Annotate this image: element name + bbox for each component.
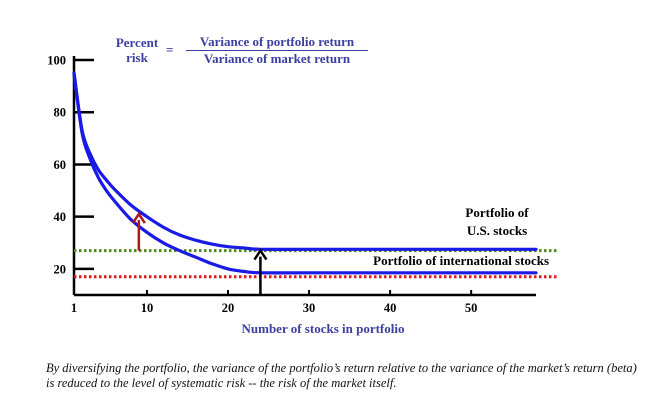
formula-fraction: Variance of portfolio return Variance of…: [186, 34, 368, 66]
x-tick-label: 20: [222, 301, 235, 315]
caption: By diversifying the portfolio, the varia…: [46, 361, 637, 390]
us-stocks-curve: [72, 71, 538, 251]
formula-lhs: Percent risk: [112, 35, 162, 65]
x-tick-label: 30: [303, 301, 316, 315]
formula-equals: =: [166, 42, 174, 57]
x-axis-label: Number of stocks in portfolio: [242, 321, 405, 336]
international-stocks-label: Portfolio of international stocks: [373, 253, 549, 268]
formula-lhs-line2: risk: [126, 50, 148, 65]
x-tick-label: 50: [465, 301, 478, 315]
arrows: [131, 211, 268, 295]
y-tick-label: 80: [54, 106, 67, 120]
formula-numerator: Variance of portfolio return: [186, 34, 368, 51]
axes: 20 40 60 80 100 1 10 20 30 40 50 Number of stocks i…: [47, 54, 536, 336]
x-tick-label: 1: [71, 301, 77, 315]
x-tick-label: 40: [384, 301, 397, 315]
y-tick-label: 20: [54, 262, 67, 276]
y-tick-label: 60: [54, 158, 67, 172]
x-tick-label: 10: [141, 301, 154, 315]
us-stocks-label-line1: Portfolio of: [465, 205, 529, 220]
international-stocks-curve: [72, 71, 538, 275]
labels: Portfolio of U.S. stocks Portfolio of inte…: [373, 205, 549, 268]
y-tick-label: 100: [47, 54, 66, 68]
us-stocks-label-line2: U.S. stocks: [467, 223, 527, 238]
red-arrow-head: [131, 211, 146, 224]
formula-lhs-line1: Percent: [115, 35, 159, 50]
black-arrow-head: [253, 248, 268, 261]
y-tick-label: 40: [54, 210, 67, 224]
formula-denominator: Variance of market return: [203, 51, 351, 66]
series-curves: [72, 71, 538, 275]
